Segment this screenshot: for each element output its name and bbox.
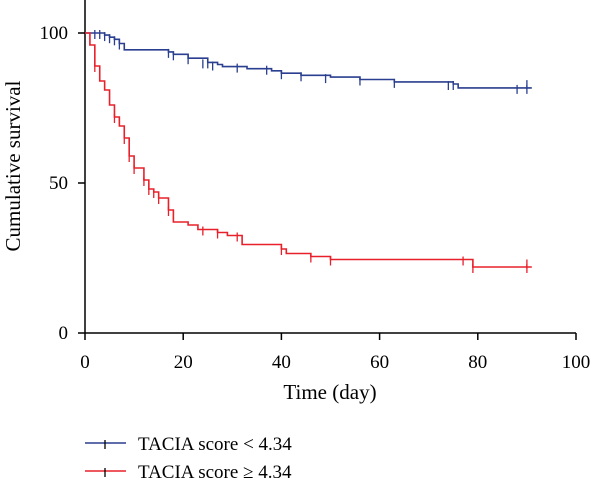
x-tick-label: 0	[80, 352, 90, 373]
legend-label: TACIA score < 4.34	[138, 434, 292, 455]
x-tick-label: 20	[174, 352, 193, 373]
x-tick-label: 40	[272, 352, 291, 373]
x-axis-title: Time (day)	[283, 380, 376, 404]
legend: TACIA score < 4.34 TACIA score ≥ 4.34	[85, 434, 292, 483]
legend-label: TACIA score ≥ 4.34	[138, 462, 292, 483]
series-line-1	[85, 32, 532, 268]
legend-item-1: TACIA score ≥ 4.34	[85, 462, 292, 483]
y-axis-title: Cumulative survival	[1, 80, 25, 251]
legend-item-0: TACIA score < 4.34	[85, 434, 292, 455]
y-tick-label: 0	[59, 323, 69, 344]
y-tick-label: 100	[40, 23, 69, 44]
x-tick-label: 80	[468, 352, 487, 373]
x-axis: 0 20 40 60 80 100 Time (day)	[80, 332, 591, 404]
series-line-0	[85, 32, 532, 89]
plot-area	[85, 30, 532, 273]
y-tick-label: 50	[49, 173, 68, 194]
x-tick-label: 100	[562, 352, 591, 373]
x-tick-label: 60	[370, 352, 389, 373]
y-axis: 0 50 100 Cumulative survival	[1, 0, 86, 344]
